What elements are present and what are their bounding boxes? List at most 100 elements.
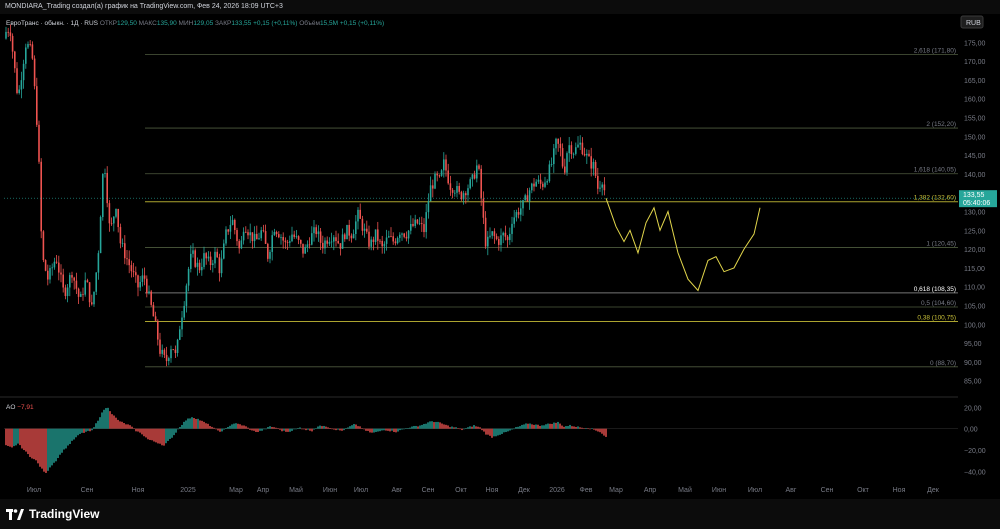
ao-bar <box>151 428 153 441</box>
ao-bar <box>439 422 441 429</box>
ao-bar <box>583 428 585 429</box>
candle-body <box>520 208 522 215</box>
ao-bar <box>195 418 197 429</box>
ao-bar <box>491 428 493 438</box>
candle-body <box>330 241 333 243</box>
candle-body <box>306 244 309 248</box>
ao-bar <box>485 428 487 435</box>
candle-body <box>427 201 430 213</box>
candle-body <box>405 236 408 239</box>
ao-bar <box>497 428 499 436</box>
candle-body <box>572 153 575 155</box>
price-axis[interactable]: 175,00 170,00 165,00 160,00 155,00 150,00 145,… <box>960 15 986 476</box>
ao-bar <box>105 408 107 429</box>
candle-body <box>16 68 18 93</box>
ao-bar <box>329 427 331 429</box>
projection-line <box>605 198 761 292</box>
candle-body <box>504 232 507 237</box>
ao-bar <box>551 423 553 429</box>
ao-bar <box>367 428 369 431</box>
ao-bar <box>477 426 479 429</box>
candle-body <box>60 272 62 275</box>
time-tick-label: Дек <box>518 487 531 494</box>
ao-bar <box>217 428 219 431</box>
ao-bar <box>313 428 315 430</box>
ao-bar <box>595 428 597 431</box>
price-tick-label: 110,00 <box>964 285 985 292</box>
candle-body <box>253 233 256 242</box>
ao-bar <box>467 427 469 429</box>
ao-bar <box>75 428 77 438</box>
ao-bar <box>543 425 545 429</box>
ao-bar <box>557 421 559 429</box>
ao-bar <box>517 426 519 429</box>
candle-body <box>207 256 210 259</box>
candle-body <box>198 262 201 271</box>
ao-bar <box>149 428 151 440</box>
candle-body <box>476 165 478 179</box>
ao-bar <box>593 428 595 430</box>
ao-bar <box>161 428 163 446</box>
ao-bar <box>287 428 289 432</box>
candle-body <box>588 153 590 157</box>
candle-body <box>328 241 331 244</box>
ao-bar <box>297 428 299 429</box>
ao-bar <box>21 428 23 449</box>
ao-bar <box>61 428 63 453</box>
ao-bar <box>357 426 359 429</box>
ao-bar <box>155 428 157 443</box>
ao-bar <box>245 426 247 429</box>
candle-body <box>143 275 146 279</box>
candle-body <box>308 244 311 246</box>
ao-bar <box>393 428 395 432</box>
candle-body <box>381 240 383 247</box>
candle-body <box>546 181 548 183</box>
candle-body <box>124 243 126 259</box>
candle-body <box>27 44 29 48</box>
tradingview-logo[interactable]: TradingView <box>6 506 99 522</box>
ao-bar <box>49 428 51 468</box>
candle-body <box>163 349 166 355</box>
ao-bar <box>361 428 363 429</box>
candle-body <box>359 209 361 219</box>
candle-body <box>341 234 344 249</box>
candle-body <box>399 234 401 238</box>
candle-body <box>130 265 133 272</box>
symbol-legend-part: 129,50 <box>117 20 139 27</box>
candle-body <box>443 159 445 171</box>
ao-bar <box>305 428 307 431</box>
ao-bar <box>23 428 25 451</box>
ao-bar <box>71 428 73 441</box>
ao-bar <box>255 428 257 432</box>
ao-bar <box>123 423 125 429</box>
ao-bar <box>465 428 467 429</box>
candle-body <box>313 227 315 234</box>
ao-bar <box>177 428 179 430</box>
candle-body <box>73 277 75 281</box>
candle-body <box>229 224 232 232</box>
candle-body <box>555 138 557 149</box>
ao-bar <box>455 427 457 429</box>
ao-bar <box>321 426 323 429</box>
candle-body <box>379 240 381 242</box>
ao-bar <box>265 428 267 430</box>
candle-body <box>471 174 474 180</box>
candle-body <box>434 173 436 189</box>
candle-body <box>418 223 421 224</box>
ao-bar <box>387 428 389 431</box>
ao-bar <box>499 428 501 435</box>
time-axis[interactable]: Июл Сен Ноя 2025 Мар Апр Май Июн Июл Авг Сен Окт Ноя… <box>27 486 940 494</box>
ao-bar <box>427 422 429 429</box>
ao-bar <box>315 428 317 430</box>
candle-body <box>119 227 122 244</box>
ao-bar <box>375 428 377 432</box>
ao-bar <box>333 428 335 430</box>
candle-body <box>165 354 168 362</box>
ao-bar <box>505 428 507 433</box>
symbol-legend-part: МАКС <box>139 20 157 27</box>
ao-bar <box>73 428 75 440</box>
candle-body <box>319 231 322 243</box>
ao-bar <box>531 424 533 429</box>
candle-body <box>436 173 438 176</box>
candle-body <box>449 183 452 190</box>
